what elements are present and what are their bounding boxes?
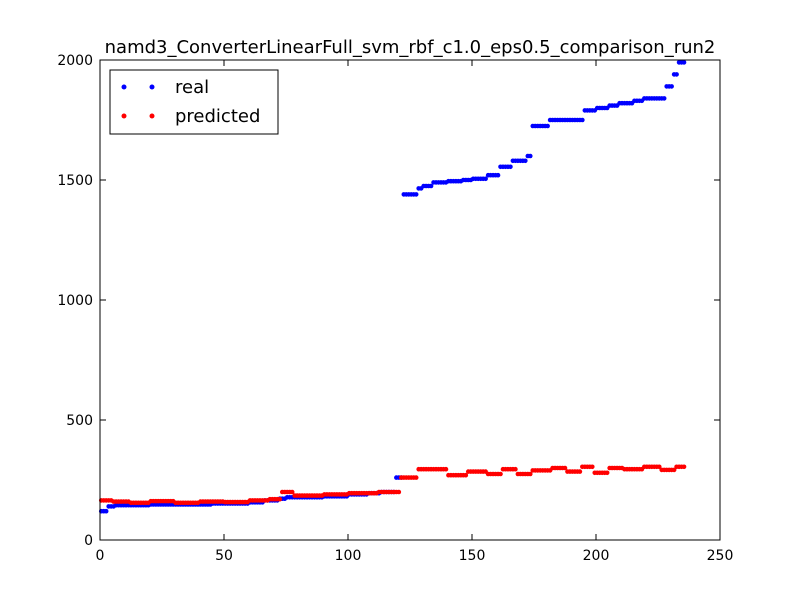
y-tick-label: 1000 (57, 293, 93, 309)
data-point-real (413, 192, 419, 197)
data-point-predicted (396, 489, 402, 495)
x-tick-label: 50 (215, 548, 233, 564)
data-point-predicted (289, 489, 295, 495)
legend-marker-real (149, 84, 155, 90)
x-tick-label: 0 (96, 548, 105, 564)
legend-marker-predicted (149, 113, 155, 119)
legend-box (109, 69, 279, 135)
data-point-predicted (527, 471, 533, 477)
data-point-real (674, 72, 679, 77)
x-tick-label: 100 (335, 548, 362, 564)
x-tick-label: 200 (583, 548, 610, 564)
data-point-predicted (277, 496, 283, 502)
data-point-predicted (413, 475, 419, 480)
y-axis: 0 500 1000 1500 2000 (57, 53, 720, 549)
data-point-predicted (604, 470, 610, 476)
data-point-real (669, 84, 674, 89)
data-point-predicted (513, 466, 518, 472)
data-point-predicted (681, 464, 687, 470)
y-tick-label: 2000 (57, 53, 93, 69)
data-point-real (103, 508, 109, 514)
data-point-real (545, 123, 550, 129)
data-point-real (428, 183, 434, 189)
data-point-predicted (562, 465, 568, 471)
data-point-real (661, 96, 667, 101)
data-point-predicted (443, 466, 449, 472)
data-point-predicted (498, 471, 503, 477)
x-tick-label: 150 (459, 548, 486, 564)
data-point-predicted (656, 464, 662, 470)
data-point-predicted (671, 467, 677, 473)
data-layer (98, 60, 687, 514)
y-tick-label: 500 (66, 413, 93, 429)
data-point-real (580, 117, 585, 123)
legend-marker-predicted (121, 113, 127, 119)
legend-marker-real (121, 84, 127, 90)
data-point-real (495, 172, 501, 178)
data-point-predicted (577, 469, 583, 474)
data-point-real (681, 60, 687, 65)
legend-label-predicted: predicted (175, 106, 260, 127)
x-axis: 0 50 100 150 200 250 (96, 60, 734, 564)
data-point-real (483, 176, 488, 182)
data-point-real (527, 153, 533, 159)
y-tick-label: 0 (84, 533, 93, 549)
x-tick-label: 250 (707, 548, 734, 564)
series-predicted (98, 464, 687, 506)
legend: real predicted (109, 69, 279, 135)
legend-label-real: real (175, 77, 209, 98)
chart-title: namd3_ConverterLinearFull_svm_rbf_c1.0_e… (105, 37, 716, 58)
data-point-real (523, 158, 528, 164)
data-point-real (508, 164, 513, 170)
data-point-predicted (463, 472, 469, 478)
y-tick-label: 1500 (57, 173, 93, 189)
data-point-predicted (589, 464, 595, 470)
